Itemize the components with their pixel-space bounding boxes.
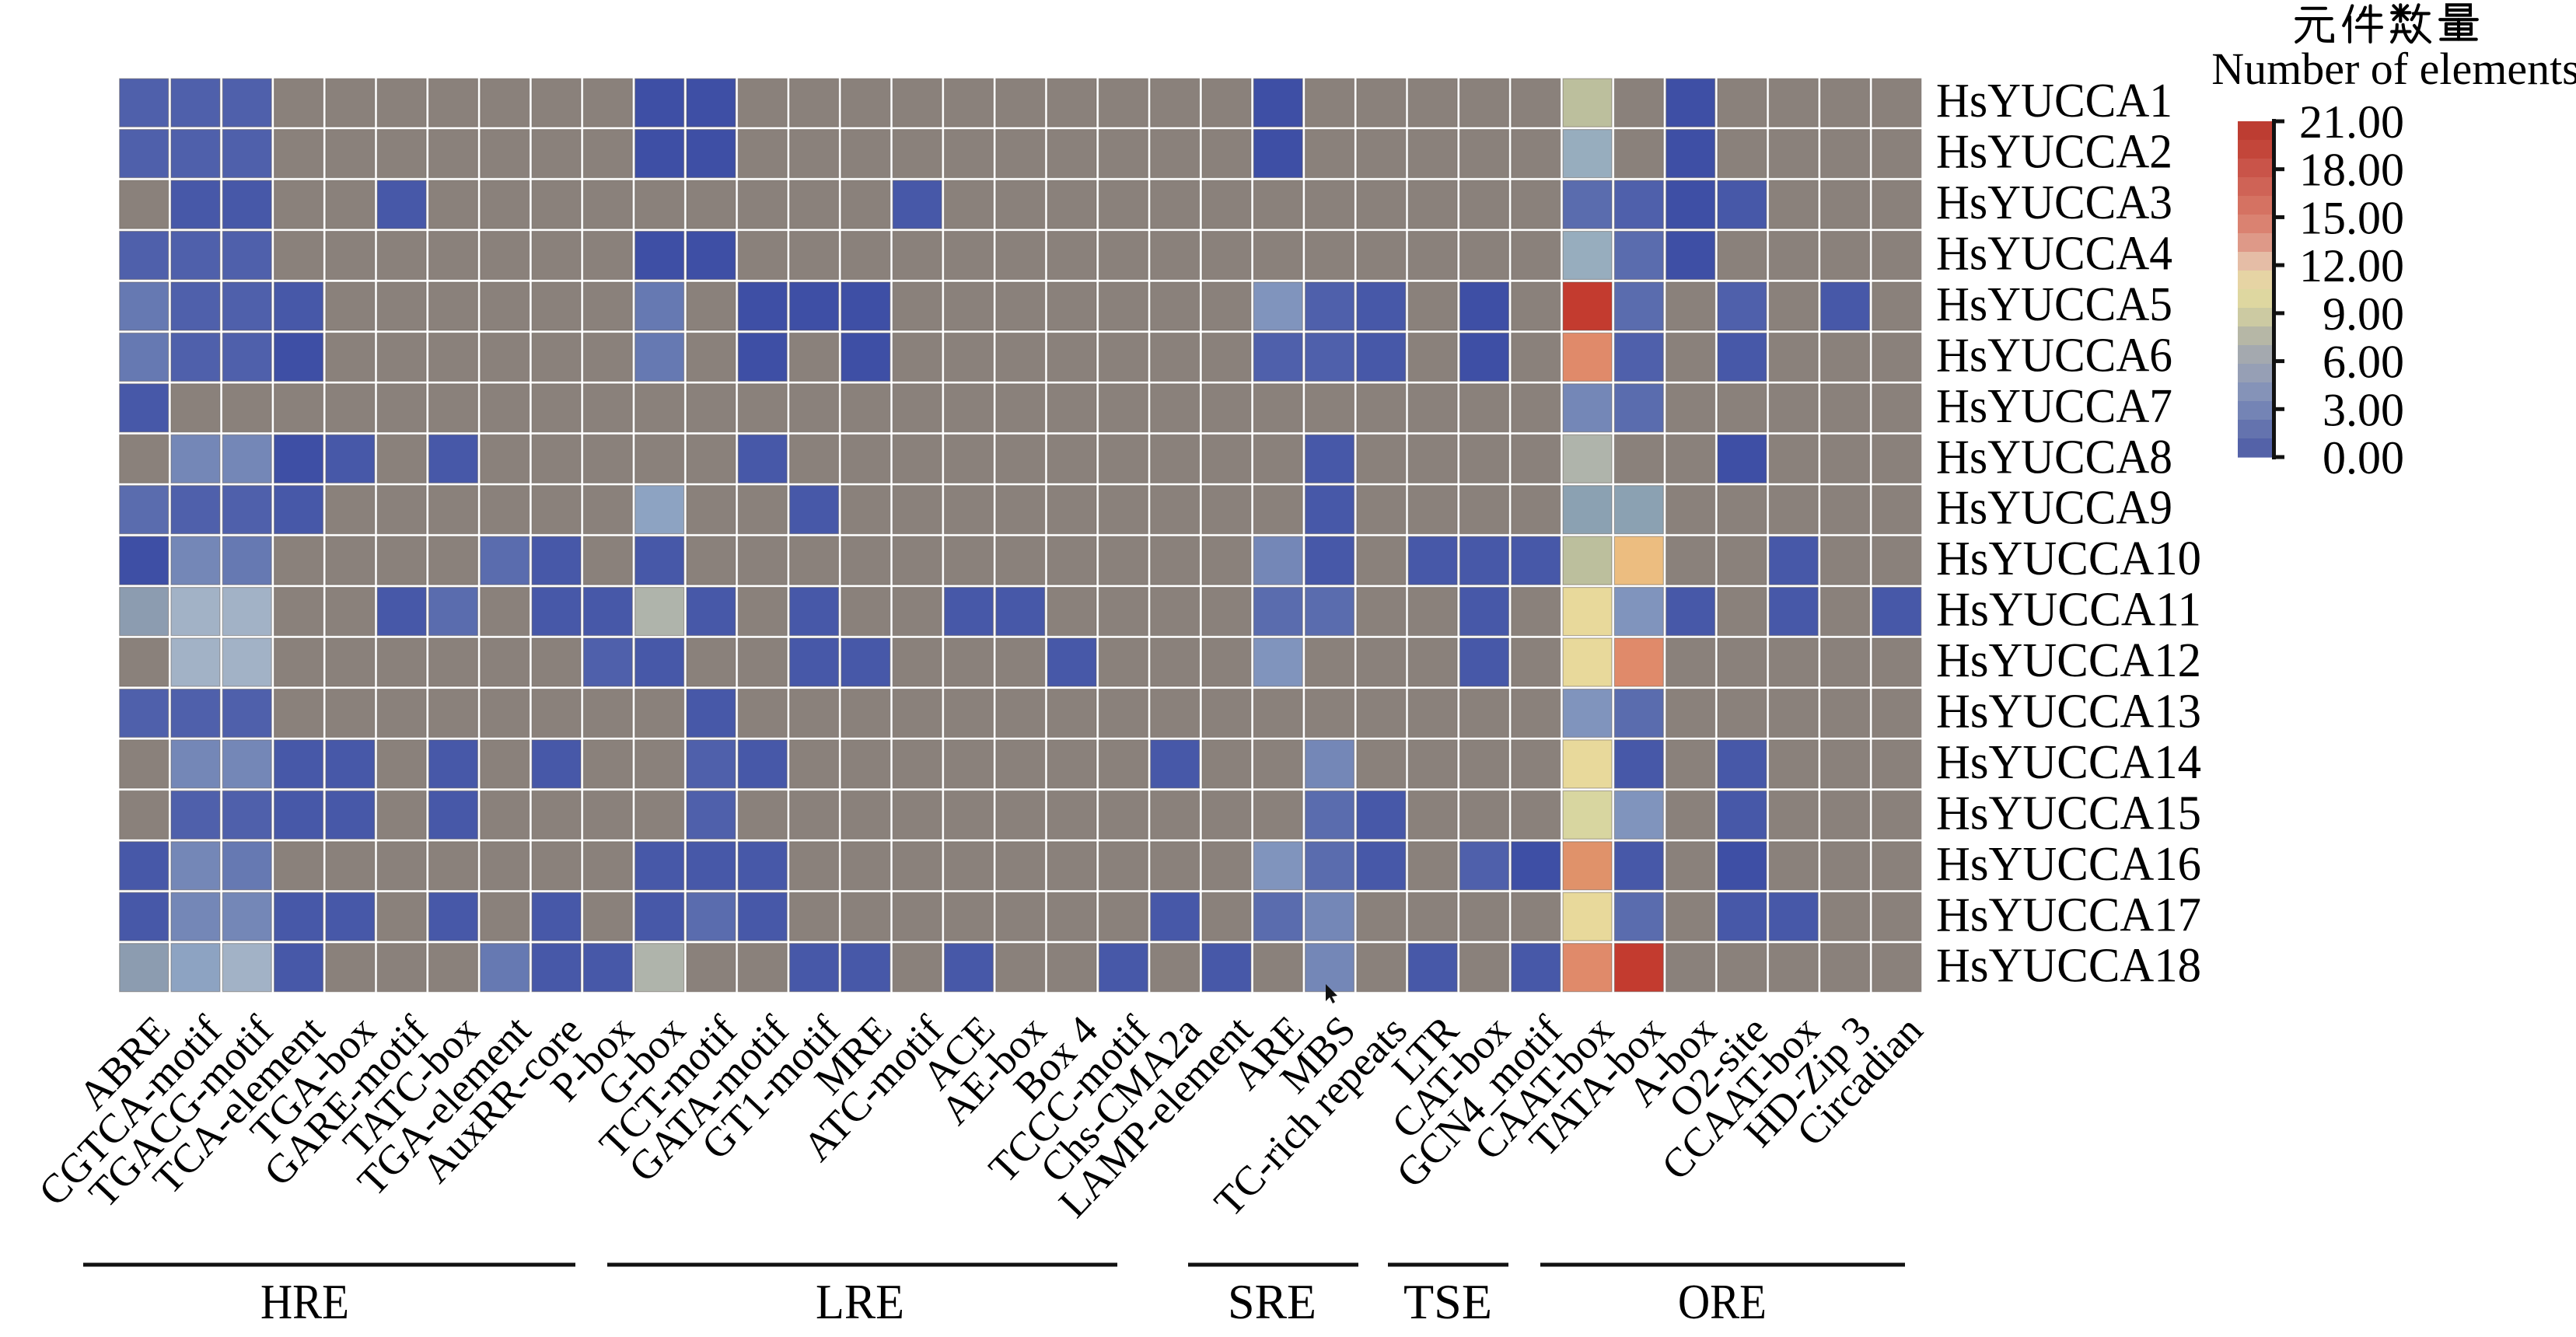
svg-text:HsYUCCA5: HsYUCCA5 xyxy=(1936,278,2172,331)
svg-text:9.00: 9.00 xyxy=(2323,288,2404,340)
svg-text:3.00: 3.00 xyxy=(2323,384,2404,435)
svg-text:HsYUCCA10: HsYUCCA10 xyxy=(1936,532,2201,585)
svg-text:HsYUCCA18: HsYUCCA18 xyxy=(1936,940,2201,993)
svg-text:ORE: ORE xyxy=(1678,1274,1767,1329)
svg-text:12.00: 12.00 xyxy=(2299,240,2404,291)
svg-text:HsYUCCA1: HsYUCCA1 xyxy=(1936,75,2172,127)
svg-text:HsYUCCA9: HsYUCCA9 xyxy=(1936,482,2172,535)
svg-text:21.00: 21.00 xyxy=(2299,96,2404,148)
svg-text:HsYUCCA17: HsYUCCA17 xyxy=(1936,888,2201,941)
svg-text:6.00: 6.00 xyxy=(2323,337,2404,388)
svg-text:Number of elements: Number of elements xyxy=(2211,44,2576,94)
svg-text:HsYUCCA15: HsYUCCA15 xyxy=(1936,787,2201,840)
svg-text:HsYUCCA4: HsYUCCA4 xyxy=(1936,228,2172,281)
svg-text:TSE: TSE xyxy=(1403,1274,1492,1329)
svg-text:HsYUCCA12: HsYUCCA12 xyxy=(1936,634,2201,687)
svg-text:HsYUCCA16: HsYUCCA16 xyxy=(1936,838,2201,891)
svg-text:HRE: HRE xyxy=(260,1274,349,1329)
svg-text:HsYUCCA2: HsYUCCA2 xyxy=(1936,126,2172,179)
svg-text:0.00: 0.00 xyxy=(2323,432,2404,483)
svg-text:15.00: 15.00 xyxy=(2299,192,2404,243)
svg-text:LRE: LRE xyxy=(816,1274,904,1329)
svg-text:HsYUCCA8: HsYUCCA8 xyxy=(1936,431,2172,483)
svg-text:HsYUCCA6: HsYUCCA6 xyxy=(1936,329,2172,382)
svg-text:HsYUCCA14: HsYUCCA14 xyxy=(1936,736,2201,789)
svg-text:HsYUCCA7: HsYUCCA7 xyxy=(1936,380,2172,433)
svg-text:18.00: 18.00 xyxy=(2299,145,2404,196)
svg-text:SRE: SRE xyxy=(1228,1274,1316,1329)
svg-text:HsYUCCA13: HsYUCCA13 xyxy=(1936,686,2201,738)
svg-text:HsYUCCA3: HsYUCCA3 xyxy=(1936,176,2172,229)
svg-text:HsYUCCA11: HsYUCCA11 xyxy=(1936,584,2201,637)
